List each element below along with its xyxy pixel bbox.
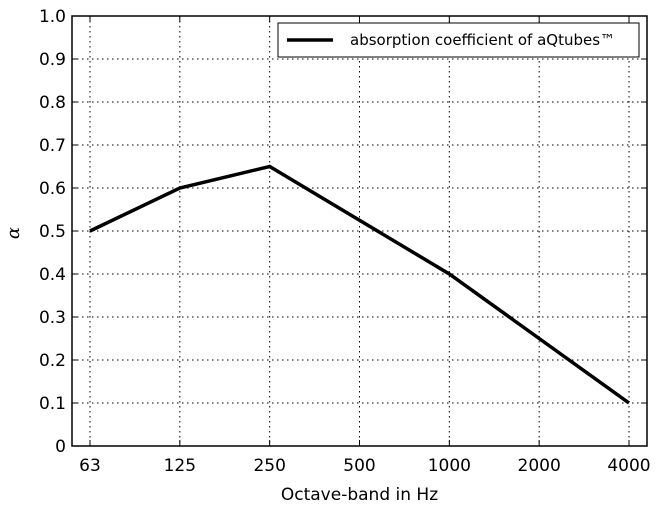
- legend-entry-label: absorption coefficient of aQtubes™: [350, 31, 615, 49]
- y-tick-label: 0.1: [39, 394, 66, 414]
- series-layer: [89, 164, 631, 405]
- y-tick-label: 0.7: [39, 136, 66, 156]
- series-line: [89, 164, 631, 405]
- x-tick-label: 1000: [428, 456, 471, 476]
- axis-ticks: [72, 15, 647, 447]
- y-tick-label: 0.8: [39, 93, 66, 113]
- y-tick-label: 0.9: [39, 50, 66, 70]
- x-tick-label: 250: [253, 456, 285, 476]
- y-tick-label: 0.6: [39, 179, 66, 199]
- grid-lines: [72, 16, 647, 446]
- y-axis-label: α: [3, 227, 24, 239]
- x-tick-label: 125: [164, 456, 196, 476]
- x-axis-label: Octave-band in Hz: [281, 485, 438, 505]
- x-tick-label: 2000: [518, 456, 561, 476]
- legend: absorption coefficient of aQtubes™: [277, 22, 640, 58]
- y-tick-label: 0.2: [39, 351, 66, 371]
- y-tick-label: 1.0: [39, 7, 66, 27]
- x-tick-label: 500: [343, 456, 375, 476]
- y-tick-label: 0: [55, 437, 66, 457]
- y-tick-label: 0.4: [39, 265, 66, 285]
- y-tick-label: 0.3: [39, 308, 66, 328]
- legend-box: [277, 22, 640, 58]
- x-tick-labels: 63 125 250 500 1000 2000 4000: [79, 456, 650, 476]
- x-tick-label: 63: [79, 456, 101, 476]
- y-tick-label: 0.5: [39, 222, 66, 242]
- x-tick-label: 4000: [607, 456, 650, 476]
- y-tick-labels: 0 0.1 0.2 0.3 0.4 0.5 0.6 0.7 0.8 0.9 1.0: [39, 7, 66, 457]
